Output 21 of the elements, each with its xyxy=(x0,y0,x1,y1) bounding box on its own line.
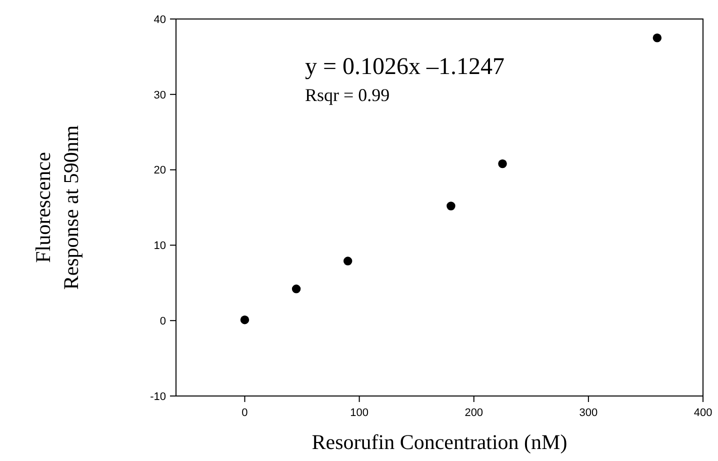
point xyxy=(343,256,352,266)
point xyxy=(240,315,250,324)
x-tick-label: 300 xyxy=(579,407,598,419)
x-tick-label: 100 xyxy=(350,407,368,419)
point xyxy=(652,33,662,42)
y-tick-label: 0 xyxy=(160,315,166,328)
point xyxy=(446,202,456,210)
y-axis-title: Fluorescence Response at 590nm xyxy=(31,125,83,290)
point xyxy=(292,284,301,294)
y-tick-label: 10 xyxy=(154,240,166,252)
y-tick-label: 40 xyxy=(154,14,166,26)
point xyxy=(498,159,507,168)
x-tick-label: 0 xyxy=(242,407,248,419)
x-tick-label: 200 xyxy=(464,407,484,419)
y-tick-label: -10 xyxy=(150,390,166,403)
x-axis-title: Resorufin Concentration (nM) xyxy=(312,430,568,454)
y-tick-label: 30 xyxy=(154,89,166,102)
x-tick-label: 400 xyxy=(694,407,712,419)
annotation: y = 0.1026x –1.1247 xyxy=(305,54,505,80)
y-tick-label: 20 xyxy=(154,164,166,177)
annotation: Rsqr = 0.99 xyxy=(305,85,390,105)
